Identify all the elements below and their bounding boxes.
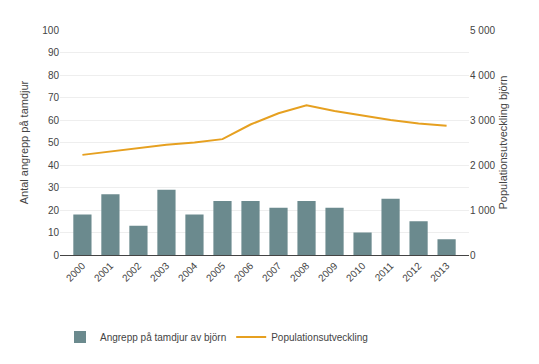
svg-text:0: 0 bbox=[470, 250, 476, 261]
svg-text:40: 40 bbox=[48, 160, 60, 171]
svg-text:2005: 2005 bbox=[204, 260, 228, 284]
svg-text:Angrepp på tamdjur av björn: Angrepp på tamdjur av björn bbox=[100, 332, 226, 343]
svg-text:0: 0 bbox=[53, 250, 59, 261]
svg-text:2002: 2002 bbox=[120, 260, 144, 284]
svg-text:100: 100 bbox=[42, 25, 59, 36]
svg-text:2006: 2006 bbox=[232, 260, 256, 284]
svg-text:2009: 2009 bbox=[316, 260, 340, 284]
svg-text:50: 50 bbox=[48, 137, 60, 148]
svg-text:60: 60 bbox=[48, 115, 60, 126]
svg-text:2008: 2008 bbox=[288, 260, 312, 284]
svg-text:20: 20 bbox=[48, 205, 60, 216]
svg-text:2013: 2013 bbox=[428, 260, 452, 284]
svg-text:30: 30 bbox=[48, 182, 60, 193]
svg-text:2 000: 2 000 bbox=[470, 160, 495, 171]
svg-text:2010: 2010 bbox=[344, 260, 368, 284]
svg-text:2012: 2012 bbox=[400, 260, 424, 284]
svg-text:10: 10 bbox=[48, 227, 60, 238]
svg-text:3 000: 3 000 bbox=[470, 115, 495, 126]
svg-text:Antal angrepp på tamdjur: Antal angrepp på tamdjur bbox=[18, 80, 30, 204]
svg-text:1 000: 1 000 bbox=[470, 205, 495, 216]
svg-text:5 000: 5 000 bbox=[470, 25, 495, 36]
svg-text:4 000: 4 000 bbox=[470, 70, 495, 81]
svg-text:2004: 2004 bbox=[176, 260, 200, 284]
svg-text:2000: 2000 bbox=[64, 260, 88, 284]
svg-text:Populationsutveckling: Populationsutveckling bbox=[271, 332, 368, 343]
svg-text:2001: 2001 bbox=[92, 260, 116, 284]
svg-text:2007: 2007 bbox=[260, 260, 284, 284]
svg-text:Populationsutveckling björn: Populationsutveckling björn bbox=[497, 76, 509, 210]
svg-text:80: 80 bbox=[48, 70, 60, 81]
svg-text:2003: 2003 bbox=[148, 260, 172, 284]
svg-text:70: 70 bbox=[48, 92, 60, 103]
svg-text:90: 90 bbox=[48, 47, 60, 58]
svg-text:2011: 2011 bbox=[373, 260, 396, 283]
